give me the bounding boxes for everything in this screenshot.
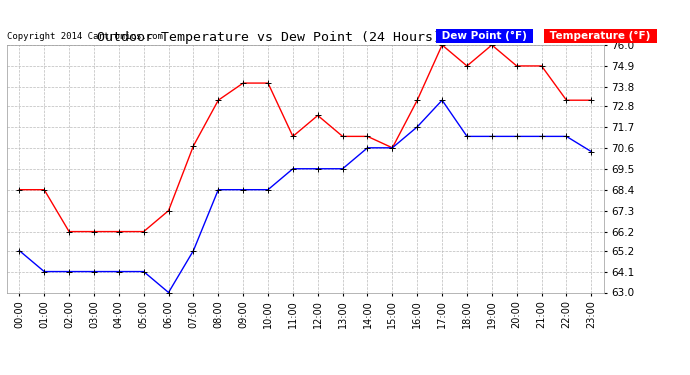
Text: Copyright 2014 Cartronics.com: Copyright 2014 Cartronics.com xyxy=(7,32,163,41)
Title: Outdoor Temperature vs Dew Point (24 Hours) 20140821: Outdoor Temperature vs Dew Point (24 Hou… xyxy=(97,31,513,44)
Text: Temperature (°F): Temperature (°F) xyxy=(546,31,655,41)
Text: Dew Point (°F): Dew Point (°F) xyxy=(438,31,531,41)
